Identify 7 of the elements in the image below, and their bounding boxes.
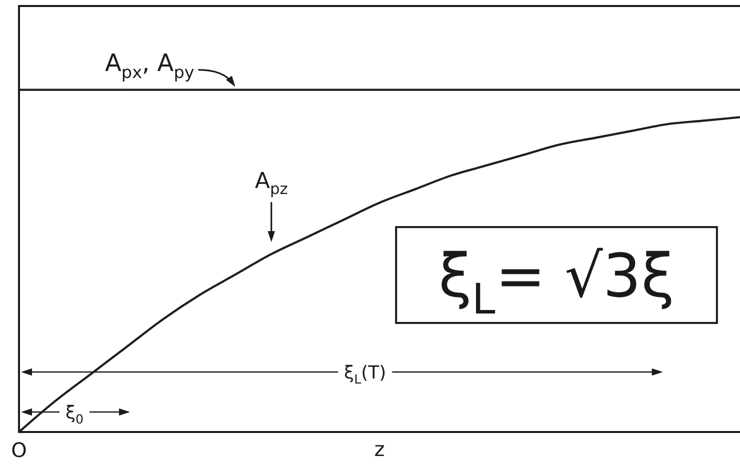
legend-label: A$_{px}$, A$_{py}$	[105, 48, 194, 82]
annotation: ξ$_{L}$(T)	[344, 362, 386, 387]
series-label: A$_{pz}$	[254, 169, 288, 198]
annotation: ξ$_{0}$	[65, 402, 84, 427]
text: O	[11, 438, 27, 462]
x-axis-title: z	[374, 437, 385, 461]
annotation: ξ$_{L}$= √3ξ	[438, 242, 675, 324]
